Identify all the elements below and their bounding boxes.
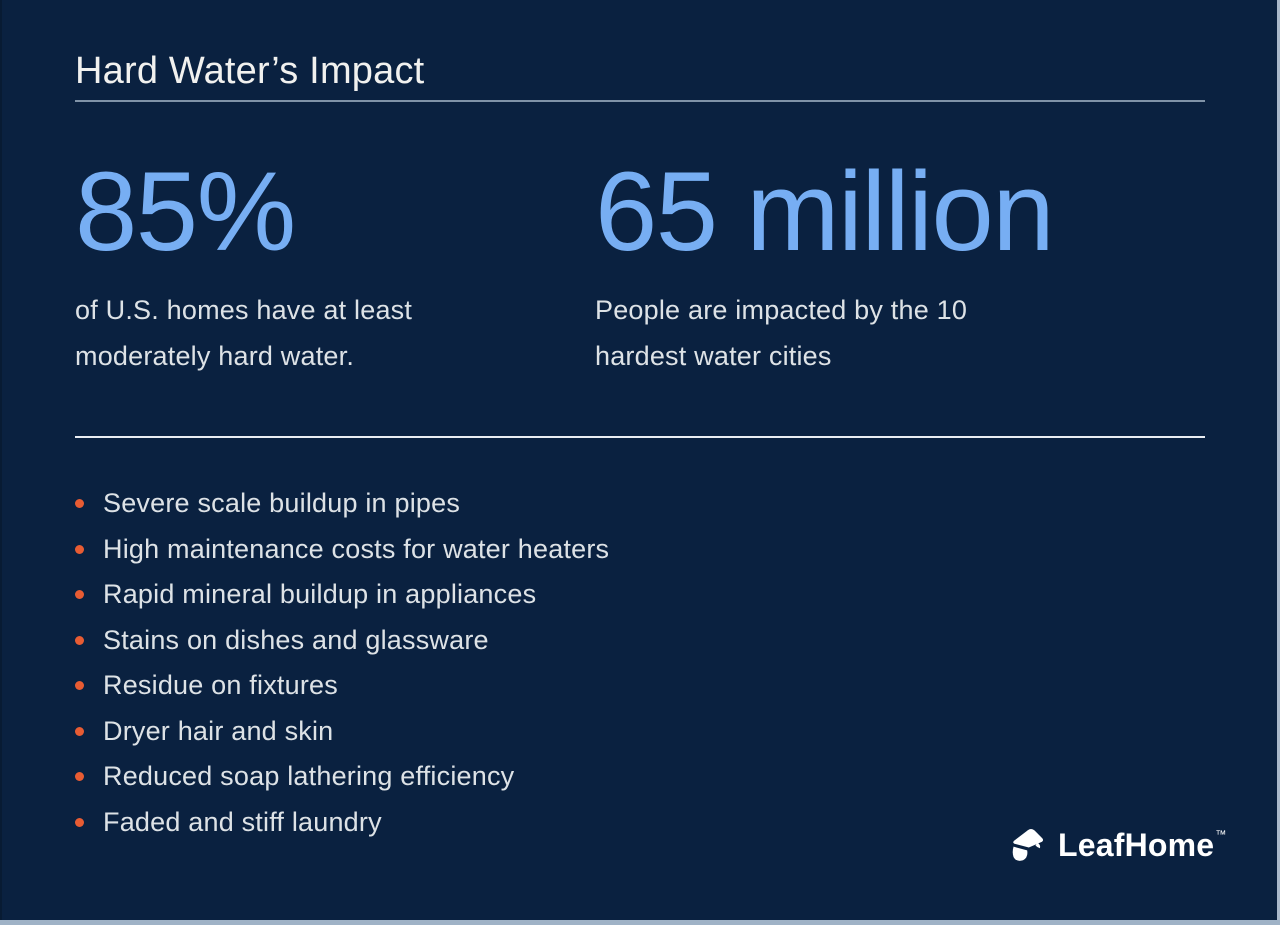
leafhome-logo: LeafHome™ (1007, 826, 1227, 864)
list-item: Rapid mineral buildup in appliances (75, 572, 609, 618)
list-item: Residue on fixtures (75, 663, 609, 709)
list-item-text: Dryer hair and skin (103, 715, 334, 746)
trademark-symbol: ™ (1215, 828, 1227, 841)
list-item: Stains on dishes and glassware (75, 618, 609, 664)
list-item-text: Stains on dishes and glassware (103, 624, 489, 655)
title-divider (75, 100, 1205, 102)
stat-value-homes: 85% (75, 149, 296, 274)
impact-list: Severe scale buildup in pipes High maint… (75, 481, 609, 845)
page-edge-right (1277, 0, 1280, 925)
list-item-text: Rapid mineral buildup in appliances (103, 579, 537, 610)
stat-description-line: moderately hard water. (75, 341, 355, 371)
bullet-dot-icon (75, 635, 84, 645)
bullet-dot-icon (75, 590, 84, 600)
stat-value-people: 65 million (595, 149, 1055, 274)
list-item-text: High maintenance costs for water heaters (103, 533, 610, 564)
list-item: High maintenance costs for water heaters (75, 527, 609, 573)
stat-description-people: People are impacted by the 10 hardest wa… (595, 287, 967, 379)
stat-description-line: hardest water cities (595, 341, 832, 371)
logo-name: LeafHome (1058, 826, 1215, 863)
bullet-dot-icon (75, 681, 84, 691)
list-item-text: Severe scale buildup in pipes (103, 488, 461, 519)
list-item-text: Faded and stiff laundry (103, 806, 382, 837)
section-divider (75, 436, 1205, 438)
list-item: Dryer hair and skin (75, 709, 609, 755)
stat-description-line: People are impacted by the 10 (595, 295, 968, 325)
logo-text: LeafHome™ (1058, 827, 1227, 864)
bullet-dot-icon (75, 544, 84, 554)
list-item: Faded and stiff laundry (75, 800, 609, 846)
page-edge-left (0, 0, 2, 925)
bullet-dot-icon (75, 817, 84, 827)
list-item-text: Reduced soap lathering efficiency (103, 761, 515, 792)
list-item: Reduced soap lathering efficiency (75, 754, 609, 800)
list-item-text: Residue on fixtures (103, 670, 338, 701)
bullet-dot-icon (75, 772, 84, 782)
leafhome-house-leaf-icon (1012, 828, 1044, 861)
list-item: Severe scale buildup in pipes (75, 481, 609, 527)
stat-description-homes: of U.S. homes have at least moderately h… (75, 287, 412, 379)
bullet-dot-icon (75, 499, 84, 509)
stat-description-line: of U.S. homes have at least (75, 295, 413, 325)
page-title: Hard Water’s Impact (75, 50, 425, 92)
bullet-dot-icon (75, 726, 84, 736)
page-edge-bottom (0, 920, 1280, 925)
